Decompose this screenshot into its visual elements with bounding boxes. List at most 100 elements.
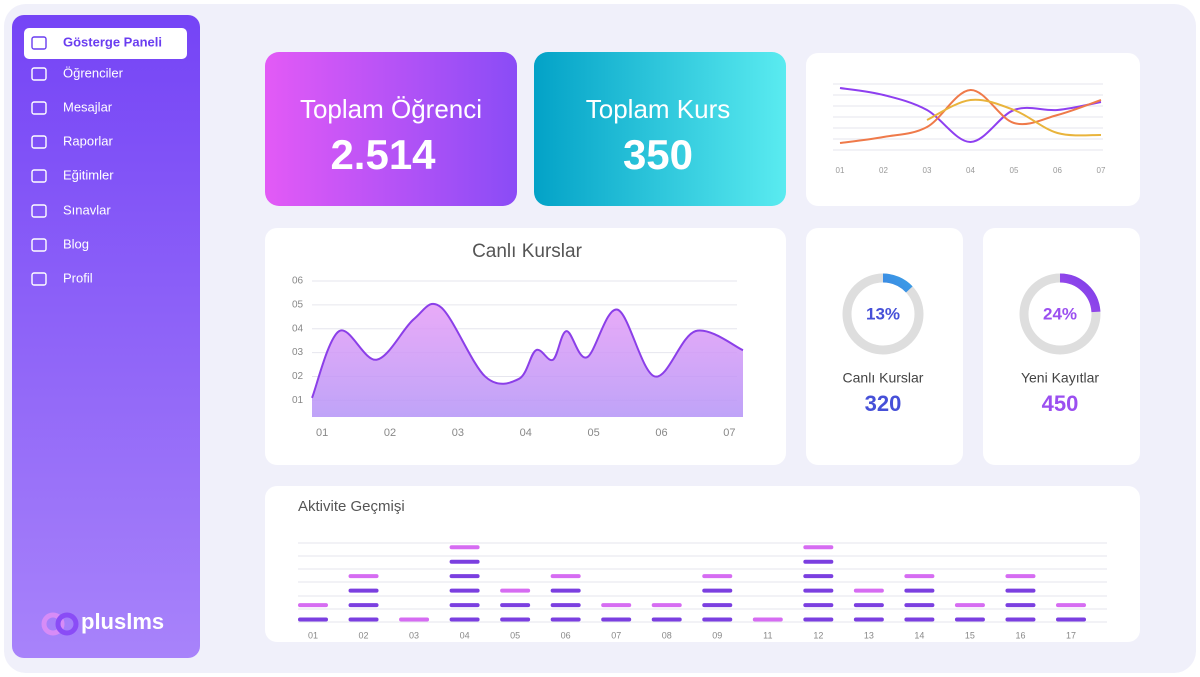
activity-dash [803, 617, 834, 622]
activity-dash [1056, 603, 1086, 608]
activity-dash [550, 574, 581, 579]
activity-dash [449, 588, 480, 593]
activity-dash [500, 588, 531, 593]
activity-dash [1005, 588, 1036, 593]
y-tick-label: 04 [292, 323, 304, 334]
activity-dash [651, 617, 682, 622]
x-tick-label: 03 [452, 427, 464, 439]
logo: pluslms [81, 609, 164, 634]
menu-item[interactable]: Profil [31, 270, 93, 286]
activity-dash [449, 545, 480, 550]
activity-dash [954, 617, 985, 622]
activity-bar [1056, 603, 1086, 622]
donut-value: 450 [1042, 391, 1079, 416]
activity-dash [601, 603, 632, 608]
activity-dash [348, 603, 379, 608]
menu: Gösterge Paneli Öğrenciler Mesajlar Raporla… [31, 34, 162, 286]
menu-item[interactable]: Gösterge Paneli [31, 34, 162, 50]
x-tick-label: 06 [561, 630, 571, 640]
activity-bar [348, 574, 379, 622]
activity-dash [752, 617, 783, 622]
x-tick-label: 15 [965, 630, 975, 640]
activity-dash [904, 574, 935, 579]
stat-label: Toplam Öğrenci [300, 94, 482, 124]
x-tick-label: 07 [1097, 166, 1106, 175]
stat-label: Toplam Kurs [586, 94, 731, 124]
activity-dash [1005, 617, 1036, 622]
x-tick-label: 06 [1053, 166, 1062, 175]
x-tick-label: 13 [864, 630, 874, 640]
menu-icon [31, 135, 47, 149]
y-tick-label: 03 [292, 347, 304, 358]
activity-dash [651, 603, 682, 608]
menu-label: Öğrenciler [63, 65, 124, 80]
chart-title: Canlı Kurslar [472, 241, 582, 262]
activity-dash [702, 603, 733, 608]
line-chart-grid [833, 83, 1103, 151]
menu-item[interactable]: Blog [31, 236, 89, 252]
activity-dash [803, 574, 834, 579]
activity-dash [702, 617, 733, 622]
x-tick-label: 07 [723, 427, 735, 439]
line-series [839, 87, 1102, 144]
activity-dash [904, 617, 935, 622]
x-tick-label: 09 [712, 630, 722, 640]
activity-dash [449, 559, 480, 564]
activity-dash [550, 617, 581, 622]
activity-dash [803, 545, 834, 550]
activity-dash [298, 617, 328, 622]
x-tick-label: 08 [662, 630, 672, 640]
menu-icon [31, 238, 47, 252]
menu-icon [31, 67, 47, 81]
activity-dash [348, 588, 379, 593]
activity-dash [803, 588, 834, 593]
activity-bar [651, 603, 682, 622]
x-tick-label: 14 [914, 630, 924, 640]
activity-bar [1005, 574, 1036, 622]
activity-dash [550, 588, 581, 593]
sidebar [12, 15, 200, 658]
activity-dash [500, 603, 531, 608]
activity-dash [853, 617, 884, 622]
activity-bar [954, 603, 985, 622]
activity-dash [904, 603, 935, 608]
x-tick-label: 04 [460, 630, 470, 640]
x-tick-label: 02 [359, 630, 369, 640]
menu-item[interactable]: Sınavlar [31, 202, 111, 218]
donut-percent: 24% [1043, 304, 1077, 323]
menu-label: Raporlar [63, 133, 114, 148]
stat-value: 2.514 [330, 131, 436, 178]
x-tick-label: 07 [611, 630, 621, 640]
menu-label: Mesajlar [63, 99, 113, 114]
stat-card [265, 52, 517, 206]
menu-label: Profil [63, 270, 93, 285]
x-tick-label: 17 [1066, 630, 1076, 640]
x-tick-label: 16 [1015, 630, 1025, 640]
activity-dash [853, 588, 884, 593]
activity-bar [803, 545, 834, 622]
x-tick-label: 02 [879, 166, 888, 175]
menu-item[interactable]: Raporlar [31, 133, 114, 149]
activity-bar [298, 603, 328, 622]
activity-dash [449, 574, 480, 579]
activity-dash [449, 603, 480, 608]
activity-dash [1005, 603, 1036, 608]
stat-value: 350 [623, 131, 693, 178]
x-tick-label: 05 [1010, 166, 1019, 175]
menu-item[interactable]: Mesajlar [31, 99, 113, 115]
x-tick-label: 01 [316, 427, 328, 439]
menu-label: Blog [63, 236, 89, 251]
active-menu-bg[interactable] [24, 28, 187, 59]
donut-value: 320 [865, 391, 902, 416]
menu-icon [31, 36, 47, 50]
menu-icon [31, 169, 47, 183]
menu-item[interactable]: Öğrenciler [31, 65, 124, 81]
x-tick-label: 04 [520, 427, 532, 439]
activity-dash [803, 603, 834, 608]
menu-icon [31, 272, 47, 286]
x-tick-label: 05 [588, 427, 600, 439]
activity-dash [449, 617, 480, 622]
activity-bar [399, 617, 430, 622]
menu-item[interactable]: Eğitimler [31, 167, 114, 183]
